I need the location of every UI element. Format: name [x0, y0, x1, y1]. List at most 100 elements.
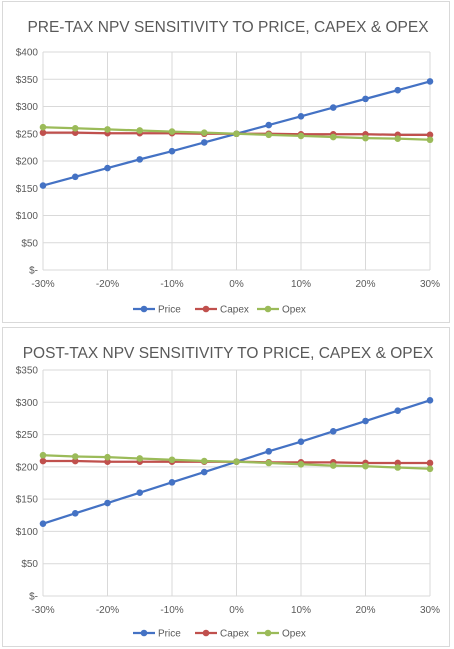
data-point-price: [426, 397, 434, 404]
data-point-price: [39, 182, 47, 189]
data-point-price: [297, 113, 305, 120]
legend-swatch-marker: [202, 629, 210, 637]
y-tick-label: $250: [16, 129, 39, 140]
data-point-capex: [394, 459, 402, 467]
data-point-price: [71, 510, 79, 517]
x-tick-label: 30%: [420, 605, 440, 616]
pre-tax-chart-panel: PRE-TAX NPV SENSITIVITY TO PRICE, CAPEX …: [2, 1, 450, 323]
data-point-opex: [168, 128, 176, 135]
legend-label: Capex: [220, 629, 249, 640]
y-tick-label: $-: [29, 592, 38, 603]
data-point-price: [168, 147, 176, 155]
data-point-opex: [104, 453, 111, 461]
legend-label: Price: [158, 629, 181, 640]
y-tick-label: $400: [16, 48, 39, 59]
legend-item-price: Price: [133, 305, 181, 316]
legend-item-capex: Capex: [195, 305, 249, 316]
x-tick-label: -10%: [160, 605, 183, 616]
legend-item-opex: Opex: [257, 629, 306, 640]
data-point-opex: [71, 453, 79, 460]
data-point-opex: [71, 125, 79, 132]
x-tick-label: 20%: [355, 605, 375, 616]
data-point-price: [426, 78, 434, 85]
data-point-opex: [39, 123, 47, 131]
data-point-price: [362, 417, 369, 425]
data-point-price: [265, 448, 273, 455]
y-tick-label: $300: [16, 398, 39, 409]
data-point-capex: [39, 457, 47, 465]
data-point-opex: [39, 451, 47, 459]
data-point-opex: [394, 464, 402, 471]
y-tick-label: $300: [16, 102, 39, 113]
pre-tax-npv-chart: PRE-TAX NPV SENSITIVITY TO PRICE, CAPEX …: [16, 19, 440, 316]
data-point-capex: [71, 457, 79, 465]
y-tick-label: $100: [16, 527, 39, 538]
y-tick-label: $250: [16, 430, 39, 441]
legend-label: Opex: [282, 629, 306, 640]
data-point-opex: [136, 455, 144, 462]
x-tick-label: 10%: [291, 605, 311, 616]
y-tick-label: $350: [16, 75, 39, 86]
data-point-price: [104, 499, 111, 507]
data-point-price: [136, 489, 144, 496]
data-point-opex: [200, 129, 208, 136]
x-tick-label: -10%: [160, 279, 183, 290]
data-point-opex: [362, 134, 369, 142]
x-tick-label: -30%: [31, 605, 54, 616]
data-point-price: [329, 104, 337, 111]
x-tick-label: -20%: [96, 279, 119, 290]
x-tick-label: -20%: [96, 605, 119, 616]
x-tick-label: 0%: [229, 279, 244, 290]
x-tick-label: 30%: [420, 279, 440, 290]
y-tick-label: $150: [16, 184, 39, 195]
data-point-opex: [329, 133, 337, 141]
x-tick-label: 20%: [355, 279, 375, 290]
post-tax-npv-chart: POST-TAX NPV SENSITIVITY TO PRICE, CAPEX…: [16, 345, 440, 640]
data-point-opex: [104, 126, 111, 133]
data-point-opex: [233, 458, 240, 465]
data-point-opex: [233, 130, 240, 138]
data-point-capex: [39, 129, 47, 136]
legend-label: Price: [158, 305, 181, 316]
x-tick-label: 10%: [291, 279, 311, 290]
y-tick-label: $100: [16, 211, 39, 222]
data-point-opex: [329, 462, 337, 469]
data-point-opex: [265, 459, 273, 467]
data-point-opex: [394, 135, 402, 142]
legend-item-price: Price: [133, 629, 181, 640]
data-point-price: [39, 520, 47, 527]
data-point-price: [394, 86, 402, 94]
y-tick-label: $200: [16, 462, 39, 473]
legend-swatch-marker: [264, 629, 272, 637]
y-tick-label: $50: [21, 238, 38, 249]
data-point-capex: [426, 459, 434, 467]
data-point-price: [297, 438, 305, 445]
data-point-price: [265, 121, 273, 129]
data-point-opex: [200, 457, 208, 465]
data-point-opex: [297, 460, 305, 468]
y-tick-label: $50: [21, 559, 38, 570]
legend-swatch-marker: [140, 305, 148, 313]
post-tax-chart-panel: POST-TAX NPV SENSITIVITY TO PRICE, CAPEX…: [2, 327, 450, 647]
data-point-price: [200, 139, 208, 146]
data-point-opex: [168, 456, 176, 464]
data-point-price: [136, 156, 144, 163]
legend-item-opex: Opex: [257, 305, 306, 316]
chart-title: PRE-TAX NPV SENSITIVITY TO PRICE, CAPEX …: [27, 19, 429, 36]
data-point-opex: [362, 462, 369, 470]
x-tick-label: -30%: [31, 279, 54, 290]
y-tick-label: $350: [16, 366, 39, 377]
data-point-price: [168, 479, 176, 486]
legend-swatch-marker: [264, 305, 272, 313]
data-point-opex: [297, 132, 305, 140]
y-tick-label: $-: [29, 266, 38, 277]
legend-item-capex: Capex: [195, 629, 249, 640]
data-point-price: [329, 428, 337, 435]
legend-label: Opex: [282, 305, 306, 316]
y-tick-label: $200: [16, 157, 39, 168]
data-point-price: [362, 95, 369, 103]
x-tick-label: 0%: [229, 605, 244, 616]
data-point-price: [394, 407, 402, 414]
legend-label: Capex: [220, 305, 249, 316]
data-point-opex: [426, 136, 434, 144]
